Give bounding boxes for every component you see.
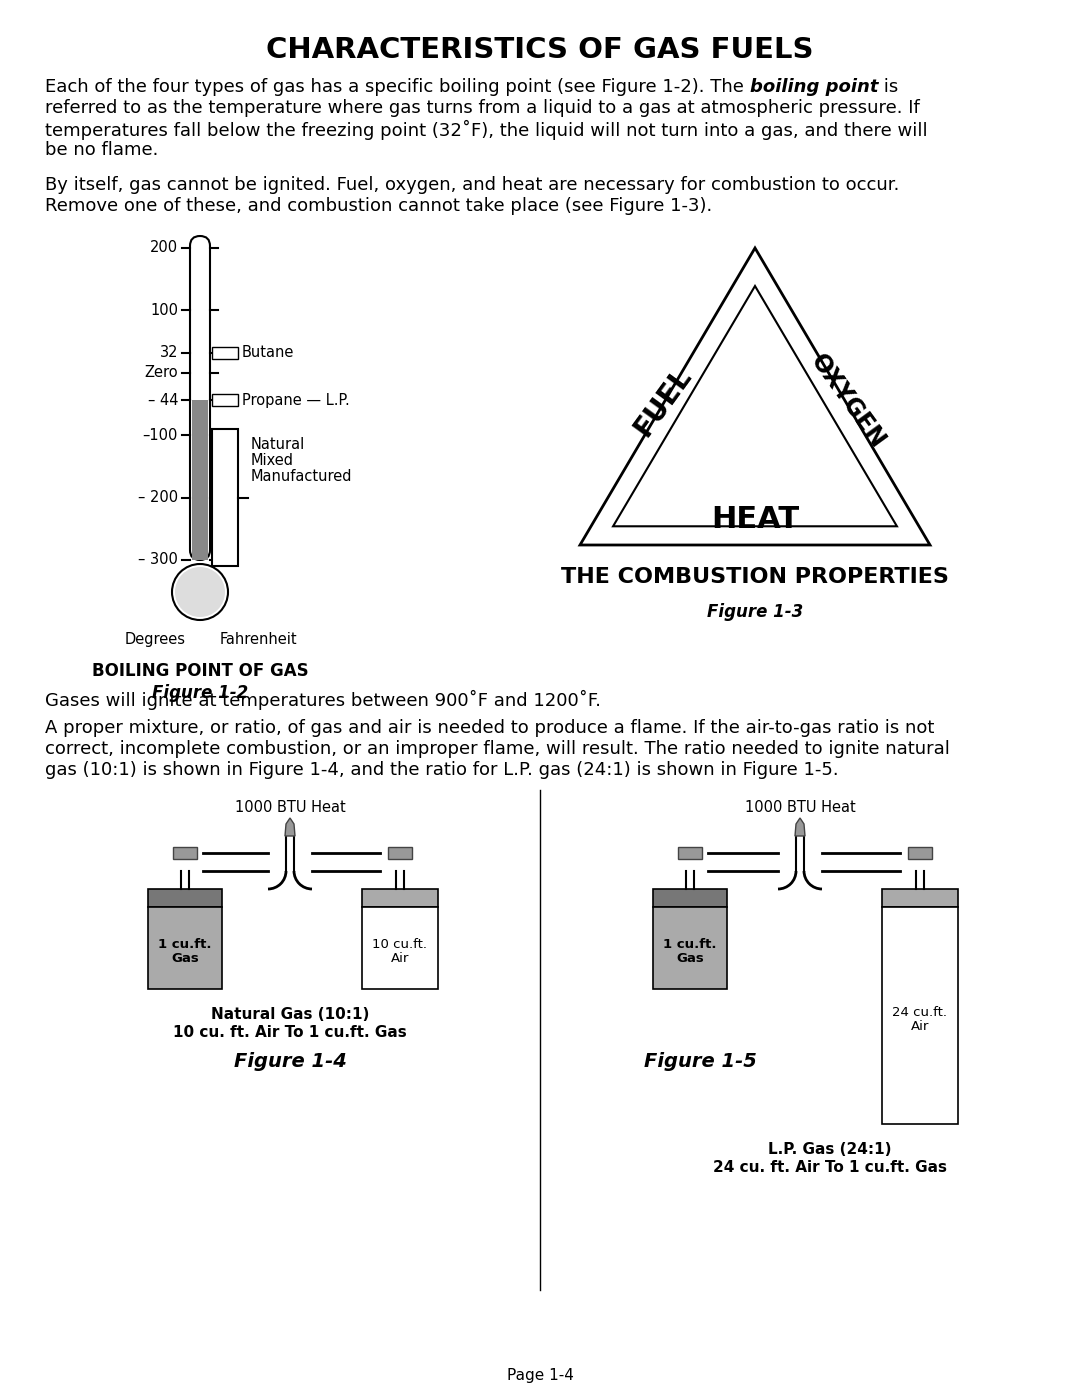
Text: temperatures fall below the freezing point (32˚F), the liquid will not turn into: temperatures fall below the freezing poi… [45,120,928,140]
Text: Figure 1-4: Figure 1-4 [233,1052,347,1071]
Text: 24 cu. ft. Air To 1 cu.ft. Gas: 24 cu. ft. Air To 1 cu.ft. Gas [713,1160,947,1175]
Polygon shape [795,819,805,835]
Bar [653,907,727,989]
Text: Fahrenheit: Fahrenheit [219,631,297,647]
Text: is: is [878,78,899,96]
Text: OXYGEN: OXYGEN [806,351,890,453]
Text: L.P. Gas (24:1): L.P. Gas (24:1) [768,1141,892,1157]
Text: THE COMBUSTION PROPERTIES: THE COMBUSTION PROPERTIES [562,567,949,587]
Text: A proper mixture, or ratio, of gas and air is needed to produce a flame. If the : A proper mixture, or ratio, of gas and a… [45,719,934,738]
Text: Each of the four types of gas has a specific boiling point (see Figure 1-2). The: Each of the four types of gas has a spec… [45,78,750,96]
Text: gas (10:1) is shown in Figure 1-4, and the ratio for L.P. gas (24:1) is shown in: gas (10:1) is shown in Figure 1-4, and t… [45,761,839,780]
Bar [173,847,197,859]
Text: Zero: Zero [145,365,178,380]
Bar [362,907,438,989]
Text: 1000 BTU Heat: 1000 BTU Heat [744,800,855,814]
Text: Figure 1-3: Figure 1-3 [707,604,804,622]
Bar [362,888,438,907]
Text: 10 cu.ft.: 10 cu.ft. [373,937,428,951]
Text: be no flame.: be no flame. [45,141,159,159]
Bar [882,907,958,1125]
Text: 1 cu.ft.: 1 cu.ft. [159,937,212,951]
Text: 1000 BTU Heat: 1000 BTU Heat [234,800,346,814]
Text: boiling point: boiling point [750,78,878,96]
Text: Gas: Gas [171,951,199,965]
Circle shape [172,564,228,620]
Circle shape [175,567,225,617]
Text: BOILING POINT OF GAS: BOILING POINT OF GAS [92,662,308,680]
Text: – 300: – 300 [138,552,178,567]
Text: Air: Air [391,951,409,965]
Bar [212,429,238,566]
Bar [212,346,238,359]
Text: Natural Gas (10:1): Natural Gas (10:1) [211,1007,369,1023]
Text: Degrees: Degrees [124,631,186,647]
Text: By itself, gas cannot be ignited. Fuel, oxygen, and heat are necessary for combu: By itself, gas cannot be ignited. Fuel, … [45,176,900,194]
Text: Figure 1-2: Figure 1-2 [152,685,248,703]
Polygon shape [613,286,896,527]
Bar [148,888,222,907]
Polygon shape [285,819,295,835]
Text: Manufactured: Manufactured [251,469,352,485]
Text: correct, incomplete combustion, or an improper flame, will result. The ratio nee: correct, incomplete combustion, or an im… [45,740,950,759]
Bar [148,907,222,989]
Text: CHARACTERISTICS OF GAS FUELS: CHARACTERISTICS OF GAS FUELS [267,36,813,64]
Bar [678,847,702,859]
Text: 100: 100 [150,303,178,319]
FancyBboxPatch shape [190,236,210,560]
Bar [212,394,238,407]
Text: Air: Air [910,1020,929,1032]
Text: referred to as the temperature where gas turns from a liquid to a gas at atmosph: referred to as the temperature where gas… [45,99,920,117]
Text: Remove one of these, and combustion cannot take place (see Figure 1-3).: Remove one of these, and combustion cann… [45,197,712,215]
Text: Figure 1-5: Figure 1-5 [644,1052,756,1071]
Text: – 200: – 200 [138,490,178,506]
Polygon shape [580,249,930,545]
Bar [882,888,958,907]
Text: 24 cu.ft.: 24 cu.ft. [892,1006,947,1018]
Text: Mixed: Mixed [251,453,294,468]
Text: Page 1-4: Page 1-4 [507,1368,573,1383]
Text: 200: 200 [150,240,178,256]
Text: – 44: – 44 [148,393,178,408]
Text: Propane — L.P.: Propane — L.P. [242,393,350,408]
Text: 10 cu. ft. Air To 1 cu.ft. Gas: 10 cu. ft. Air To 1 cu.ft. Gas [173,1025,407,1039]
Bar [192,401,208,560]
Bar [908,847,932,859]
Text: 1 cu.ft.: 1 cu.ft. [663,937,717,951]
Text: Gas: Gas [676,951,704,965]
Text: FUEL: FUEL [629,362,697,441]
Text: –100: –100 [143,427,178,443]
Bar [653,888,727,907]
Text: Butane: Butane [242,345,295,360]
Text: Gases will ignite at temperatures between 900˚F and 1200˚F.: Gases will ignite at temperatures betwee… [45,690,600,710]
Bar [388,847,411,859]
Text: HEAT: HEAT [711,506,799,535]
Text: 32: 32 [160,345,178,360]
Text: Natural: Natural [251,437,306,453]
